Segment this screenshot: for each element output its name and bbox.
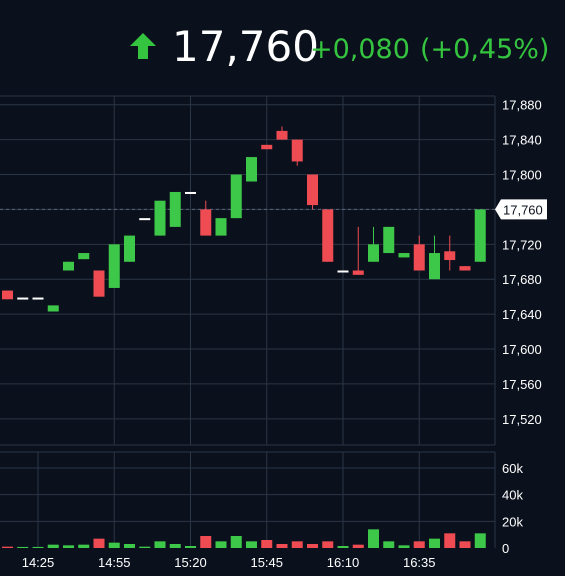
candle-body [337, 270, 349, 273]
candle-body [261, 144, 273, 150]
price-header: 17,760 +0,080 (+0,45%) [0, 0, 565, 95]
price-tick-label: 17,560 [502, 377, 542, 392]
candle-body [93, 270, 105, 297]
volume-bar [337, 546, 349, 548]
price-tick-label: 17,680 [502, 272, 542, 287]
volume-bar [169, 544, 181, 548]
time-tick-label: 15:45 [250, 555, 283, 570]
candle-body [78, 253, 90, 260]
candle-body [47, 305, 59, 312]
volume-bar [108, 542, 120, 548]
candle-body [429, 253, 440, 280]
price-tick-label: 17,640 [502, 307, 542, 322]
candle-body [17, 297, 29, 300]
volume-bar [230, 536, 242, 548]
candle-body [291, 139, 303, 162]
volume-bar [17, 546, 29, 548]
volume-bar [307, 544, 318, 548]
volume-bar [124, 544, 135, 548]
volume-bar [215, 541, 227, 548]
volume-bar [398, 545, 410, 548]
price-change: +0,080 [310, 34, 410, 65]
candle-body [352, 270, 364, 275]
time-tick-label: 15:20 [174, 555, 207, 570]
volume-bar [139, 546, 151, 548]
candle-body [108, 244, 120, 288]
volume-bar [444, 533, 456, 548]
price-tick-label: 17,800 [502, 168, 542, 183]
volume-bar [429, 538, 440, 548]
volume-bar [291, 541, 303, 548]
volume-bar [246, 541, 257, 548]
volume-bar [261, 540, 273, 548]
time-tick-label: 16:10 [327, 555, 360, 570]
volume-bar [93, 538, 105, 548]
candle-body [230, 174, 242, 219]
volume-bar [78, 544, 90, 548]
candle-body [169, 191, 181, 227]
price-tick-label: 17,720 [502, 237, 542, 252]
candle-body [307, 174, 318, 206]
volume-bar [474, 533, 486, 548]
current-price-badge [495, 199, 547, 220]
arrow-up-icon [130, 33, 156, 59]
price-tick-label: 17,880 [502, 98, 542, 113]
current-price: 17,760 [172, 22, 319, 71]
volume-bar [185, 546, 196, 548]
candle-body [459, 266, 471, 271]
candle-body [398, 253, 410, 258]
candle-body [368, 244, 379, 262]
price-tick-label: 17,840 [502, 133, 542, 148]
candle-body [124, 235, 135, 262]
volume-bar [276, 544, 288, 548]
candle-body [154, 200, 166, 236]
volume-bar [413, 541, 425, 548]
candle-body [215, 218, 227, 236]
candle-body [32, 297, 44, 300]
candle-body [444, 251, 456, 261]
price-change-percent: (+0,45%) [420, 34, 550, 65]
time-tick-label: 16:35 [403, 555, 436, 570]
time-tick-label: 14:25 [22, 555, 55, 570]
candle-body [200, 209, 212, 236]
candle-body [474, 209, 486, 262]
candle-body [413, 244, 425, 271]
time-tick-label: 14:55 [98, 555, 131, 570]
volume-bar [459, 541, 471, 548]
volume-bar [322, 541, 334, 548]
current-price-marker: 17,760 [495, 199, 547, 220]
volume-bar [383, 541, 395, 548]
volume-bar [154, 541, 166, 548]
current-price-badge-label: 17,760 [503, 202, 543, 217]
candle-body [185, 191, 196, 194]
volume-bar [63, 545, 74, 548]
volume-tick-label: 0 [502, 541, 509, 556]
candle-body [322, 209, 334, 262]
candle-body [2, 290, 13, 300]
price-tick-label: 17,520 [502, 412, 542, 427]
candle-body [383, 226, 395, 254]
volume-tick-label: 40k [502, 488, 523, 503]
volume-bar [2, 546, 13, 548]
volume-tick-label: 60k [502, 461, 523, 476]
candle-body [276, 130, 288, 140]
volume-tick-label: 20k [502, 514, 523, 529]
volume-bar [47, 544, 59, 548]
candle-body [139, 218, 151, 221]
volume-bar [200, 536, 212, 548]
volume-bar [32, 546, 44, 548]
volume-bar [352, 544, 364, 548]
volume-bar [368, 529, 379, 548]
candle-body [63, 261, 74, 271]
candle-body [246, 157, 257, 182]
price-tick-label: 17,600 [502, 342, 542, 357]
